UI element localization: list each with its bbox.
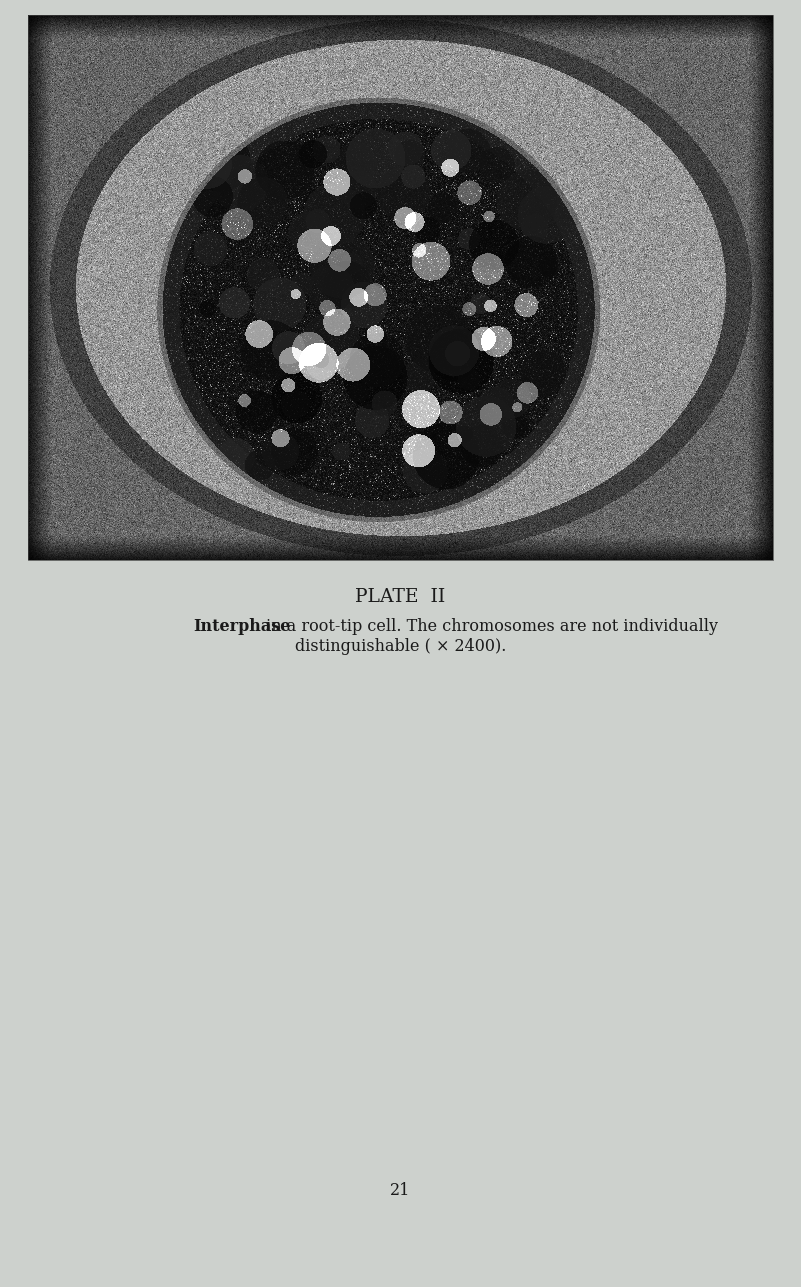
Text: in a root-tip cell. The chromosomes are not individually: in a root-tip cell. The chromosomes are … — [261, 618, 718, 634]
Text: Interphase: Interphase — [193, 618, 290, 634]
Text: 21: 21 — [390, 1181, 411, 1199]
Bar — [28, 15, 773, 560]
Text: distinguishable ( × 2400).: distinguishable ( × 2400). — [295, 638, 506, 655]
Text: PLATE  II: PLATE II — [356, 588, 445, 606]
